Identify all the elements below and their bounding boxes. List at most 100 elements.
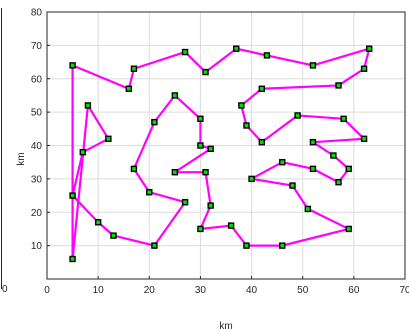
- city-point-29: [243, 242, 250, 249]
- city-point-0: [69, 62, 76, 69]
- y-tick-label-0: 10: [31, 241, 43, 252]
- tour-edge-29: [230, 224, 248, 247]
- tour-edge-41: [148, 191, 187, 204]
- city-point-48: [105, 135, 112, 143]
- city-point-11: [258, 85, 265, 92]
- tour-edge-15: [296, 114, 345, 120]
- tour-edge-11: [240, 87, 263, 107]
- tour-edge-1: [127, 67, 136, 90]
- y-tick-label-5: 60: [31, 74, 43, 85]
- tour-edge-47: [81, 137, 110, 154]
- city-point-36: [197, 142, 204, 149]
- city-point-14: [258, 138, 265, 146]
- x-axis: 0 10 20 30 40 50 60 70: [44, 276, 409, 296]
- tour-edge-49: [71, 104, 90, 261]
- city-point-34: [171, 168, 179, 176]
- tour-edge-24: [250, 177, 294, 187]
- city-point-9: [360, 65, 368, 72]
- city-point-17: [360, 135, 368, 143]
- left-panel-tick-label: 0: [2, 284, 8, 295]
- y-tick-label-4: 50: [31, 108, 43, 119]
- y-tick-label-3: 40: [31, 141, 43, 152]
- city-point-18: [309, 138, 317, 146]
- city-point-28: [279, 242, 286, 249]
- tour-edge-46: [71, 151, 84, 197]
- tour-edge-37: [173, 94, 202, 120]
- city-point-30: [227, 222, 235, 229]
- x-tick-label-6: 60: [348, 285, 360, 296]
- tour-edge-23: [250, 161, 284, 180]
- city-point-47: [79, 148, 87, 156]
- tour-edge-14: [260, 114, 299, 144]
- city-point-19: [330, 152, 337, 159]
- city-point-33: [202, 168, 209, 176]
- y-tick-label-6: 70: [31, 41, 43, 52]
- city-point-40: [130, 165, 138, 173]
- tour-edge-27: [281, 227, 350, 247]
- tour-edge-16: [342, 117, 366, 140]
- city-point-50: [69, 255, 76, 263]
- tour-edge-25: [291, 184, 309, 211]
- tour-edge-42: [153, 201, 187, 247]
- tour-edge-38: [153, 94, 176, 124]
- city-point-37: [197, 115, 204, 123]
- tour-edge-22: [281, 161, 315, 170]
- tour-edge-2: [132, 50, 187, 70]
- x-tick-label-3: 30: [195, 285, 207, 296]
- x-tick-label-5: 50: [297, 285, 309, 296]
- tour-edge-48: [86, 104, 110, 140]
- tour-edge-5: [235, 47, 269, 57]
- tour-edge-4: [204, 47, 238, 74]
- city-point-20: [345, 165, 352, 173]
- city-point-32: [207, 202, 214, 209]
- x-tick-label-1: 10: [93, 285, 105, 296]
- city-point-46: [69, 192, 76, 199]
- x-tick-label-0: 0: [44, 285, 50, 296]
- city-point-4: [202, 68, 209, 76]
- city-point-21: [335, 179, 342, 186]
- city-point-39: [151, 118, 158, 126]
- x-tick-label-7: 70: [399, 285, 409, 296]
- city-point-25: [289, 182, 296, 189]
- city-point-2: [130, 65, 138, 72]
- tour-edge-7: [311, 47, 371, 67]
- tour-edge-18: [311, 141, 335, 157]
- tour-edge-45: [71, 194, 100, 224]
- tour-edge-12: [240, 104, 248, 127]
- city-point-45: [94, 219, 102, 226]
- city-point-23: [279, 158, 286, 166]
- x-axis-title: km: [219, 321, 232, 330]
- city-point-13: [243, 122, 250, 129]
- tour-edge-26: [306, 207, 350, 231]
- city-point-1: [125, 85, 133, 92]
- tour-edge-17: [311, 137, 366, 144]
- tour-edge-40: [132, 167, 151, 194]
- tour-edge-6: [265, 54, 315, 67]
- tour-edge-34: [173, 147, 212, 174]
- city-point-24: [248, 175, 255, 183]
- tour-series: [71, 47, 371, 261]
- y-axis-title: km: [16, 152, 27, 165]
- city-point-44: [110, 232, 117, 239]
- y-axis: 10 20 30 40 50 60 70 80: [31, 8, 50, 252]
- city-point-49: [84, 102, 92, 109]
- city-point-38: [171, 92, 179, 99]
- city-point-5: [233, 45, 240, 52]
- city-point-42: [181, 199, 189, 206]
- city-point-22: [309, 165, 317, 173]
- x-tick-label-4: 40: [246, 285, 258, 296]
- city-point-26: [304, 205, 312, 213]
- tour-edge-0: [71, 64, 130, 90]
- tour-edge-43: [112, 234, 156, 247]
- tour-edge-39: [132, 121, 156, 170]
- tour-edge-21: [311, 167, 340, 184]
- city-point-10: [335, 82, 342, 89]
- city-point-41: [146, 189, 153, 196]
- y-tick-label-7: 80: [31, 8, 43, 19]
- city-point-16: [340, 115, 347, 123]
- tour-edge-9: [337, 67, 366, 87]
- city-point-12: [238, 102, 245, 109]
- city-point-8: [366, 45, 373, 52]
- city-point-6: [263, 52, 271, 59]
